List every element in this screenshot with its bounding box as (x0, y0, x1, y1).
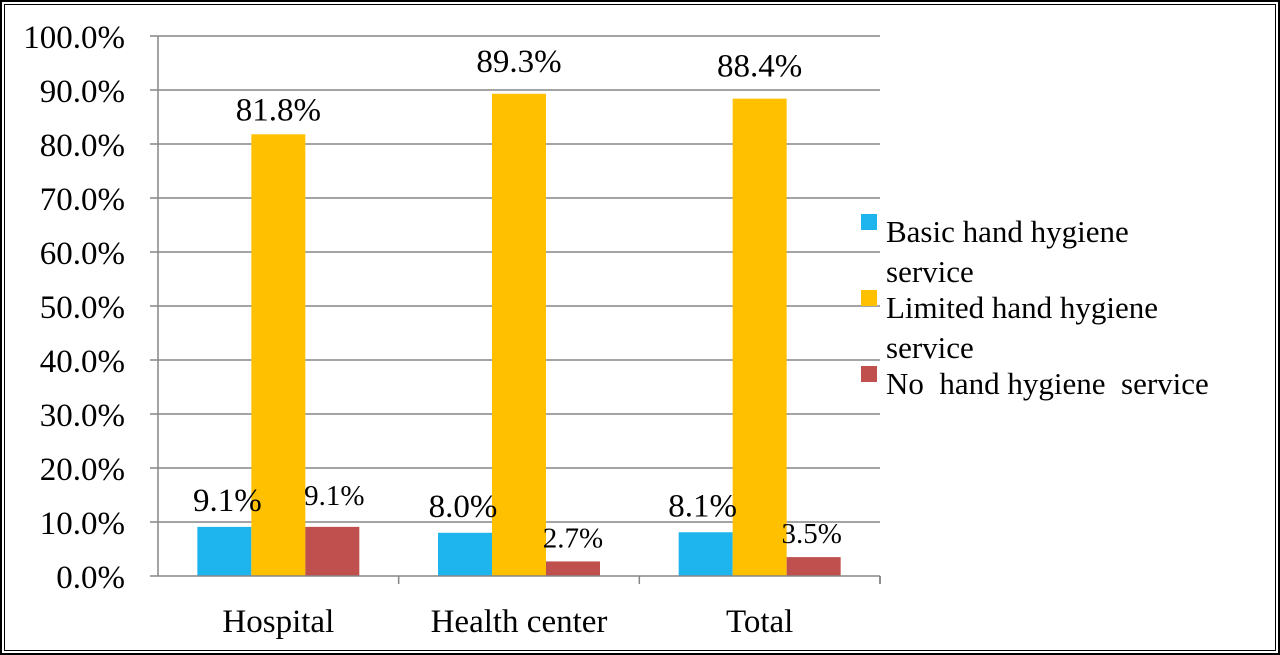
x-category-label: Health center (431, 604, 608, 640)
y-tick-label: 90.0% (40, 74, 125, 110)
bar (678, 532, 733, 576)
bar (546, 561, 600, 576)
bar (732, 98, 787, 576)
data-label: 9.1% (304, 480, 364, 512)
data-label: 8.1% (668, 488, 737, 524)
data-label: 3.5% (781, 518, 841, 550)
legend-swatch (861, 366, 877, 382)
bar (305, 526, 360, 576)
y-tick-label: 70.0% (40, 182, 125, 218)
x-category-label: Hospital (222, 604, 334, 640)
y-tick-label: 0.0% (56, 560, 125, 596)
legend-label: No hand hygiene service (886, 366, 1209, 401)
legend-label: Basic hand hygiene (886, 214, 1129, 249)
axes (150, 35, 881, 584)
y-tick-label: 60.0% (40, 236, 125, 272)
data-label: 88.4% (717, 49, 802, 85)
y-tick-label: 40.0% (40, 344, 125, 380)
data-labels: 9.1% 81.8% 9.1% 8.0% 89.3% 2.7% 8.1% 88.4% 3.5% (193, 44, 842, 555)
data-label: 2.7% (543, 522, 603, 554)
x-category-label: Total (726, 604, 793, 640)
legend-label: service (886, 254, 974, 289)
y-tick-label: 10.0% (40, 506, 125, 542)
legend-swatch (861, 214, 877, 230)
data-label: 8.0% (429, 489, 498, 525)
data-label: 9.1% (193, 483, 262, 519)
legend-label: Limited hand hygiene (886, 290, 1158, 325)
bar (197, 526, 252, 576)
y-tick-label: 100.0% (23, 20, 125, 56)
bar (251, 134, 306, 576)
legend-swatch (861, 290, 877, 306)
data-label: 89.3% (476, 44, 561, 80)
y-axis-tick-labels: 0.0% 10.0% 20.0% 30.0% 40.0% 50.0% 60.0% 70.0% 8… (23, 20, 125, 596)
y-tick-label: 80.0% (40, 128, 125, 164)
bar (492, 93, 546, 576)
y-tick-label: 50.0% (40, 290, 125, 326)
y-tick-label: 30.0% (40, 398, 125, 434)
legend-label: service (886, 330, 974, 365)
bar (786, 557, 841, 576)
bars (197, 93, 841, 576)
bar (438, 532, 492, 576)
y-tick-label: 20.0% (40, 452, 125, 488)
x-axis-category-labels: Hospital Health center Total (222, 604, 793, 640)
data-label: 81.8% (236, 92, 321, 128)
